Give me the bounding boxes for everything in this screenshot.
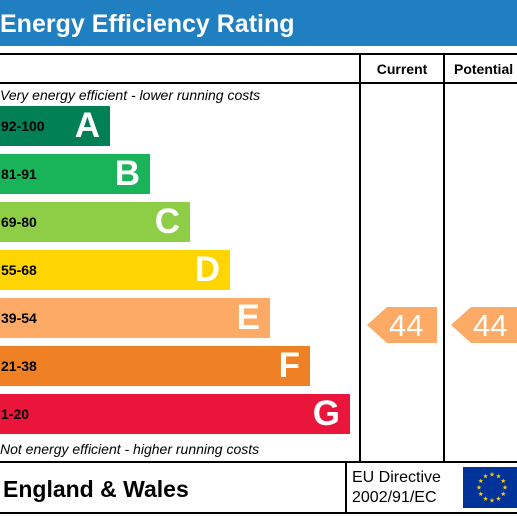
potential-rating-arrow: 44 xyxy=(451,307,517,343)
potential-rating-value: 44 xyxy=(473,308,508,343)
band-f: 21-38 F xyxy=(0,346,310,386)
band-letter: C xyxy=(154,202,180,241)
band-e: 39-54 E xyxy=(0,298,270,338)
flag-star-icon xyxy=(489,497,495,503)
flag-star-icon xyxy=(500,478,506,484)
arrow-shape-icon xyxy=(451,307,517,343)
potential-column-divider xyxy=(443,53,445,463)
band-a: 92-100 A xyxy=(0,106,110,146)
band-range: 1-20 xyxy=(1,406,30,422)
flag-star-icon xyxy=(489,471,495,477)
band-letter: B xyxy=(114,154,140,193)
current-rating-value: 44 xyxy=(389,308,424,343)
directive-line-2: 2002/91/EC xyxy=(352,489,437,506)
flag-star-icon xyxy=(496,496,501,501)
potential-column-header: Potential xyxy=(454,61,514,77)
band-letter: E xyxy=(236,298,260,337)
flag-star-icon xyxy=(478,491,484,497)
band-c: 69-80 C xyxy=(0,202,190,242)
band-letter: F xyxy=(278,346,300,385)
column-header-rule xyxy=(0,82,517,84)
bottom-rule xyxy=(0,512,517,514)
footer-divider xyxy=(345,461,347,514)
band-range: 39-54 xyxy=(1,310,37,326)
flag-star-icon xyxy=(483,473,488,479)
page-title: Energy Efficiency Rating xyxy=(0,10,295,38)
flag-star-icon xyxy=(496,473,501,479)
efficient-caption: Very energy efficient - lower running co… xyxy=(0,87,261,103)
flag-star-icon xyxy=(476,484,482,490)
band-range: 21-38 xyxy=(1,358,37,374)
inefficient-caption: Not energy efficient - higher running co… xyxy=(0,441,260,457)
flag-star-icon xyxy=(478,478,484,484)
current-column-header: Current xyxy=(376,61,428,77)
footer-rule xyxy=(0,461,517,463)
band-range: 81-91 xyxy=(1,166,37,182)
directive-line-1: EU Directive xyxy=(352,469,441,486)
band-g: 1-20 G xyxy=(0,394,350,434)
band-letter: A xyxy=(74,106,100,145)
current-rating-arrow: 44 xyxy=(367,307,437,343)
top-rule xyxy=(0,53,517,55)
band-range: 92-100 xyxy=(1,118,45,134)
current-column-divider xyxy=(359,53,361,463)
band-b: 81-91 B xyxy=(0,154,150,194)
arrow-shape-icon xyxy=(367,307,437,343)
flag-star-icon xyxy=(483,496,488,501)
flag-star-icon xyxy=(500,491,506,497)
band-d: 55-68 D xyxy=(0,250,230,290)
band-range: 55-68 xyxy=(1,262,37,278)
eu-flag-icon xyxy=(463,467,517,508)
band-letter: D xyxy=(194,250,220,289)
country-label: England & Wales xyxy=(3,476,189,502)
header-bar xyxy=(0,0,517,46)
band-range: 69-80 xyxy=(1,214,37,230)
flag-star-icon xyxy=(502,484,508,490)
band-letter: G xyxy=(312,394,340,433)
